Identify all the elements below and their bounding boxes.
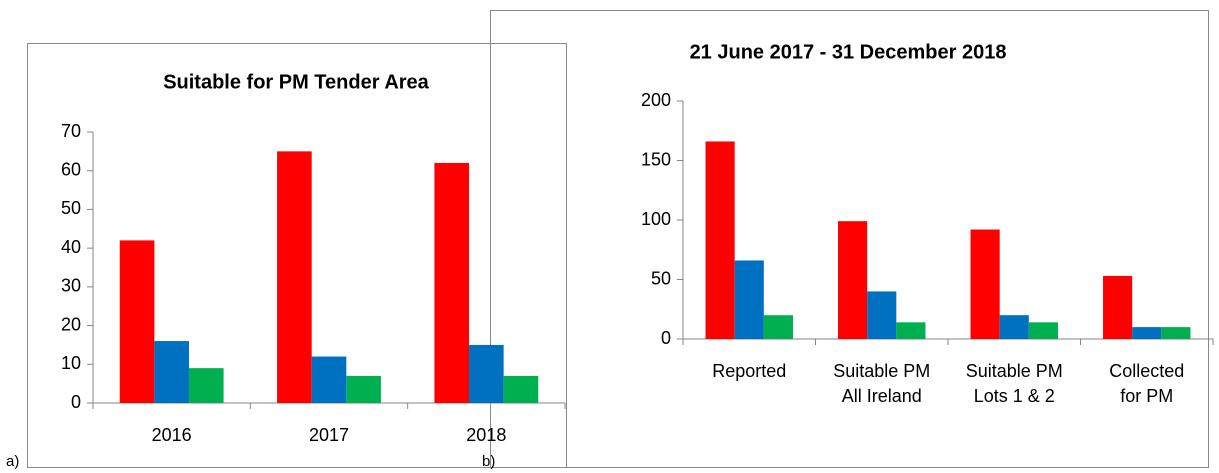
- bar: [119, 240, 155, 403]
- bar: [1132, 327, 1162, 339]
- x-tick-label: 2017: [309, 425, 349, 445]
- bar: [867, 291, 897, 339]
- y-tick-label: 10: [61, 353, 81, 373]
- y-tick-label: 50: [651, 268, 671, 288]
- y-tick-label: 150: [641, 149, 671, 169]
- bar: [838, 221, 868, 339]
- panel-label: a): [6, 453, 19, 470]
- bar: [277, 151, 312, 403]
- bar: [970, 229, 1000, 339]
- bar: [1103, 275, 1133, 339]
- y-tick-label: 200: [641, 90, 671, 110]
- chart-title: 21 June 2017 - 31 December 2018: [690, 41, 1007, 63]
- y-tick-label: 100: [641, 209, 671, 229]
- bar: [154, 341, 189, 403]
- bar: [346, 375, 381, 403]
- bar: [763, 315, 793, 339]
- y-tick-label: 20: [61, 314, 81, 334]
- y-tick-label: 0: [71, 392, 81, 412]
- y-tick-label: 50: [61, 198, 81, 218]
- x-tick-label: Suitable PM Lots 1 & 2: [965, 361, 1063, 406]
- chart-title: Suitable for PM Tender Area: [163, 71, 429, 93]
- bar: [999, 315, 1029, 339]
- x-tick-label: Collected for PM: [1109, 361, 1185, 406]
- bar: [469, 344, 504, 403]
- x-tick-label: 2018: [466, 425, 506, 445]
- bar: [188, 368, 224, 403]
- x-tick-label: Reported: [712, 361, 787, 381]
- panel-label: b): [482, 453, 495, 470]
- x-tick-label: 2016: [152, 425, 192, 445]
- bar: [1161, 327, 1191, 339]
- bar: [1028, 322, 1058, 339]
- bar: [434, 162, 470, 403]
- frame-a: [27, 43, 567, 468]
- y-tick-label: 30: [61, 276, 81, 296]
- y-tick-label: 60: [61, 159, 81, 179]
- frame-b: [490, 10, 1209, 468]
- bar: [734, 260, 764, 339]
- y-tick-label: 0: [661, 328, 671, 348]
- x-tick-label: Suitable PM All Ireland: [833, 361, 931, 406]
- bar: [311, 356, 347, 403]
- bar: [896, 322, 926, 339]
- y-tick-label: 70: [61, 121, 81, 141]
- bar: [503, 375, 539, 403]
- bar: [705, 141, 735, 339]
- y-tick-label: 40: [61, 237, 81, 257]
